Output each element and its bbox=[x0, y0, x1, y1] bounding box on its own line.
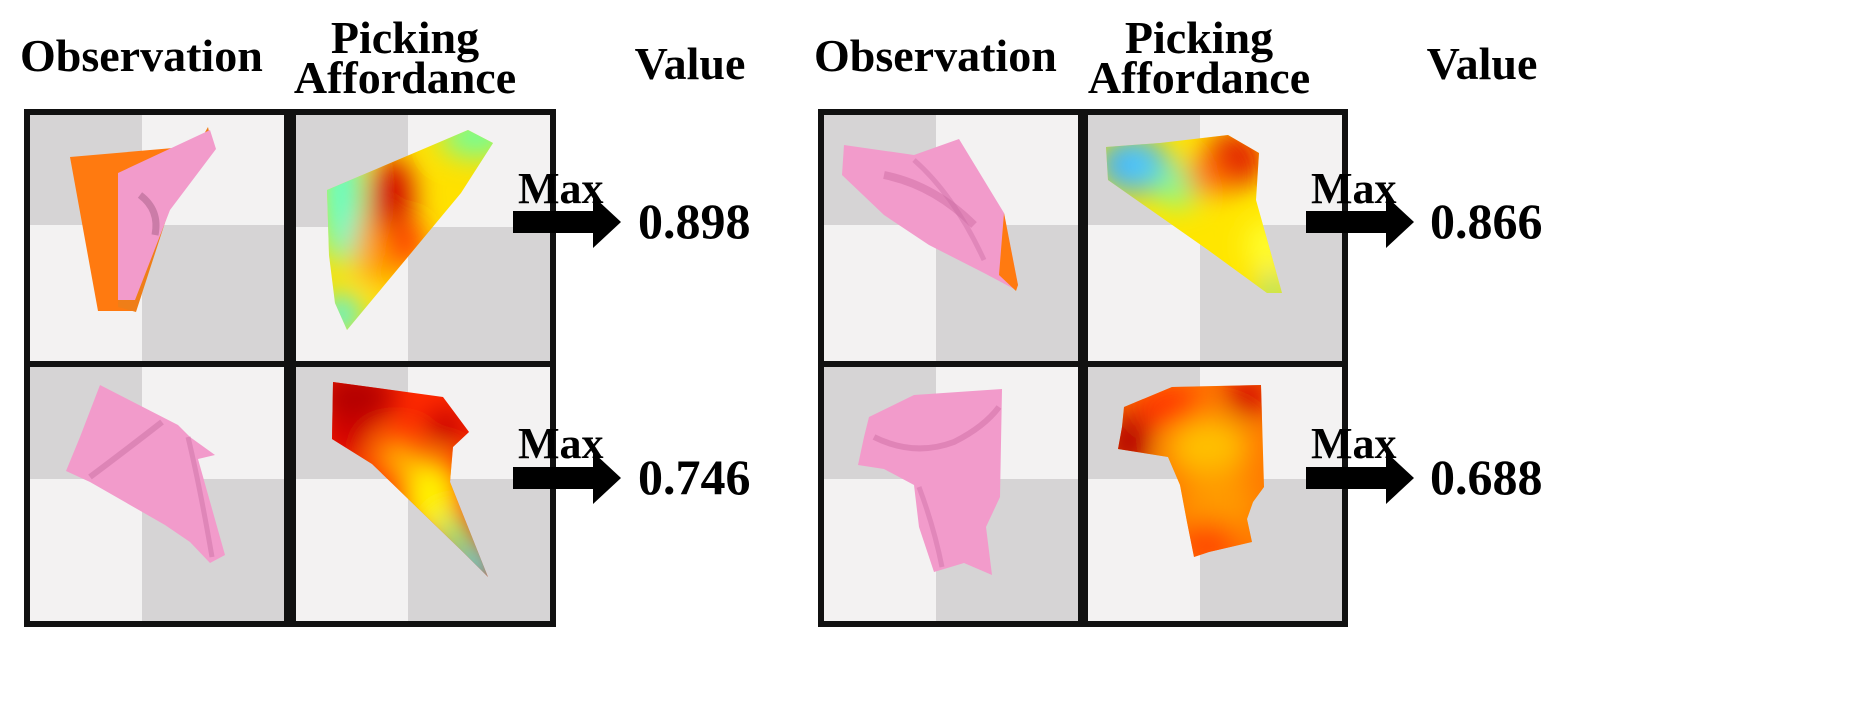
max-label: Max bbox=[518, 164, 604, 213]
value-readout: 0.866 bbox=[1430, 193, 1543, 249]
value-header-left: Value bbox=[634, 38, 746, 89]
picking-label: Picking bbox=[330, 12, 480, 63]
heatmap-render bbox=[1088, 367, 1342, 621]
heatmap-render bbox=[296, 367, 550, 621]
arrow-icon bbox=[1306, 452, 1414, 504]
affordance-heatmap bbox=[290, 361, 556, 627]
observation-header-left: Observation bbox=[20, 30, 263, 81]
picking-label: Picking bbox=[1124, 12, 1274, 63]
affordance-heatmap bbox=[1082, 109, 1348, 375]
arrow-icon bbox=[513, 452, 621, 504]
observation-image bbox=[24, 361, 290, 627]
value-readout: 0.898 bbox=[638, 193, 751, 249]
picking-affordance-header-right: Picking Affordance bbox=[1084, 12, 1314, 103]
affordance-label: Affordance bbox=[293, 52, 517, 103]
heatmap-render bbox=[1088, 115, 1342, 369]
cloth-observation-render bbox=[30, 367, 284, 621]
observation-header-right: Observation bbox=[814, 30, 1057, 81]
affordance-heatmap bbox=[1082, 361, 1348, 627]
cloth-observation-render bbox=[824, 367, 1078, 621]
observation-image bbox=[818, 361, 1084, 627]
cloth-observation-render bbox=[824, 115, 1078, 369]
affordance-heatmap bbox=[290, 109, 556, 375]
value-header-right: Value bbox=[1426, 38, 1538, 89]
arrow-icon bbox=[513, 196, 621, 248]
picking-affordance-header-left: Picking Affordance bbox=[290, 12, 520, 103]
observation-image bbox=[24, 109, 290, 375]
value-readout: 0.688 bbox=[1430, 449, 1543, 505]
heatmap-render bbox=[296, 115, 550, 369]
max-label: Max bbox=[1311, 164, 1397, 213]
observation-image bbox=[818, 109, 1084, 375]
value-readout: 0.746 bbox=[638, 449, 751, 505]
affordance-label: Affordance bbox=[1087, 52, 1311, 103]
max-label: Max bbox=[518, 419, 604, 468]
cloth-observation-render bbox=[30, 115, 284, 369]
arrow-icon bbox=[1306, 196, 1414, 248]
max-label: Max bbox=[1311, 419, 1397, 468]
